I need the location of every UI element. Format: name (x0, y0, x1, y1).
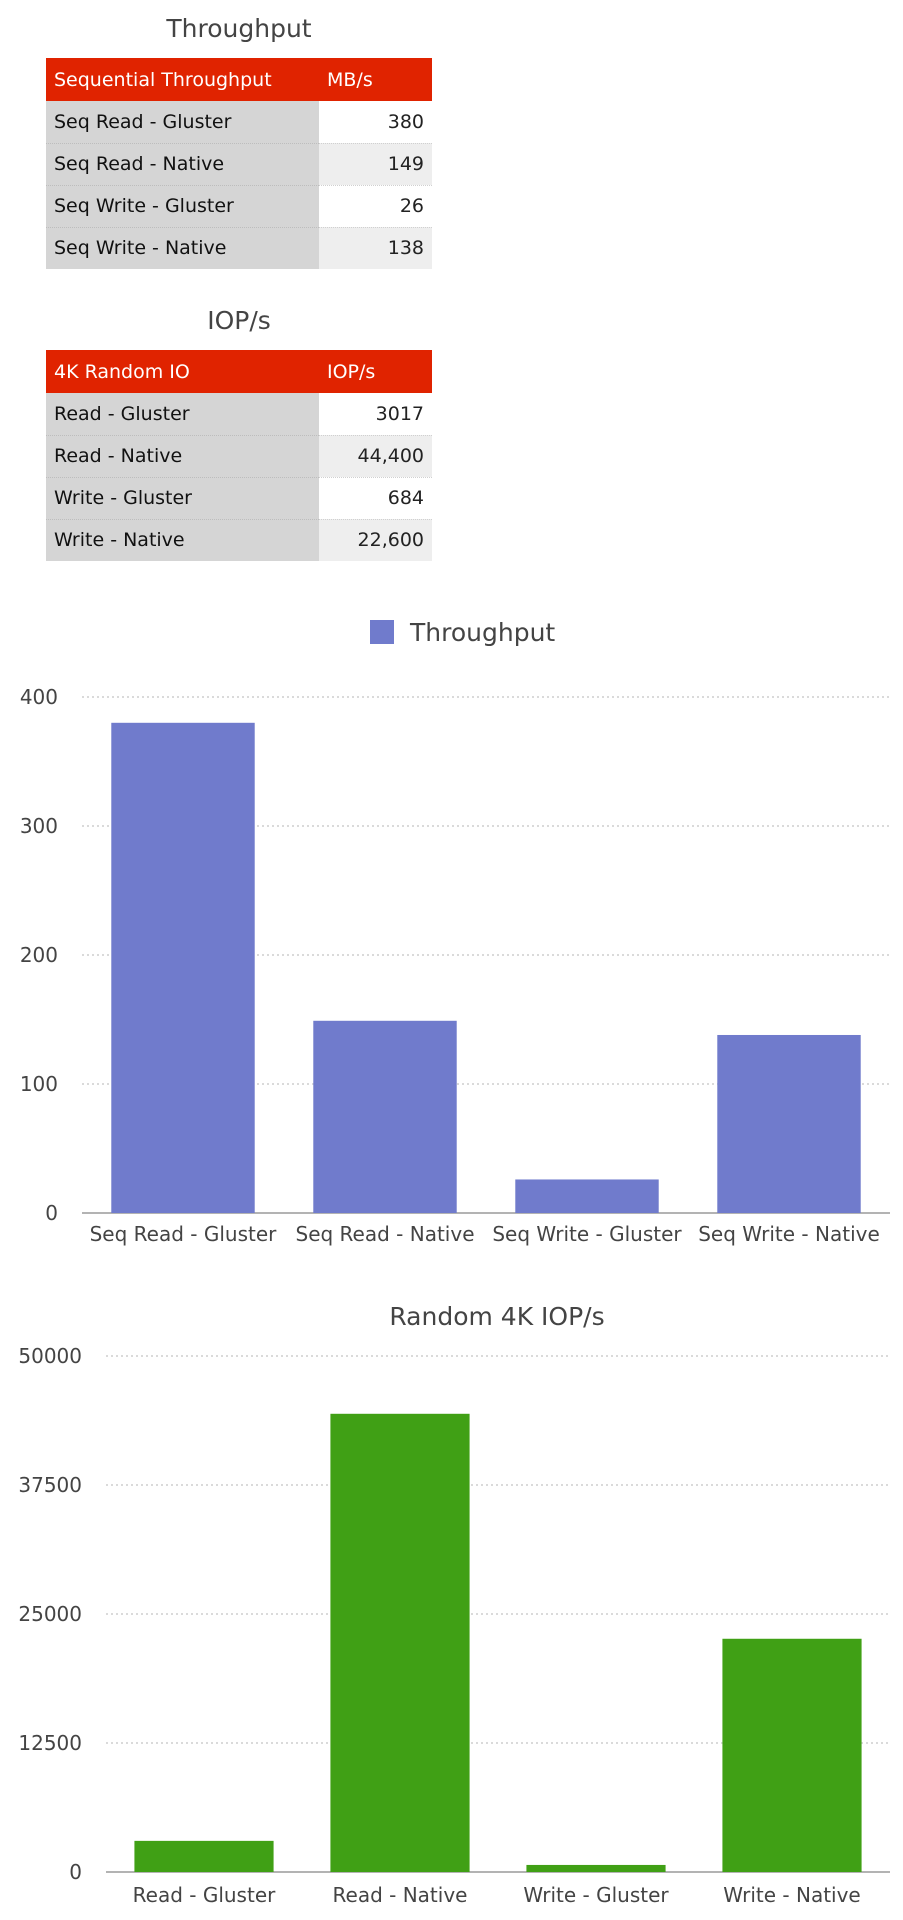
table-row: Seq Read - Native 149 (46, 143, 432, 186)
x-category-label: Seq Write - Gluster (492, 1222, 682, 1246)
row-label: Write - Gluster (46, 477, 319, 520)
y-tick-label: 0 (69, 1860, 82, 1884)
table-row: Write - Native 22,600 (46, 519, 432, 561)
table-header-row: 4K Random IO IOP/s (46, 350, 432, 393)
x-category-label: Seq Write - Native (698, 1222, 880, 1246)
y-tick-label: 200 (20, 943, 58, 967)
table-row: Seq Write - Native 138 (46, 227, 432, 269)
legend-label: Throughput (409, 618, 555, 647)
bar (313, 1020, 457, 1213)
y-tick-label: 50000 (18, 1344, 82, 1368)
row-value: 380 (319, 101, 432, 144)
table-row: Write - Gluster 684 (46, 477, 432, 520)
iops-table-title: IOP/s (207, 306, 271, 335)
table-header-row: Sequential Throughput MB/s (46, 58, 432, 101)
row-label: Read - Native (46, 435, 319, 478)
legend-swatch (370, 620, 394, 644)
chart-title: Random 4K IOP/s (389, 1302, 604, 1331)
bar (515, 1179, 659, 1213)
x-category-label: Read - Native (333, 1883, 468, 1907)
y-tick-label: 37500 (18, 1473, 82, 1497)
row-value: 149 (319, 143, 432, 186)
bar (134, 1840, 274, 1872)
table-row: Read - Gluster 3017 (46, 393, 432, 436)
row-value: 22,600 (319, 519, 432, 561)
row-value: 138 (319, 227, 432, 269)
iops-table: 4K Random IO IOP/s Read - Gluster 3017 R… (46, 350, 432, 561)
row-label: Seq Write - Native (46, 227, 319, 269)
throughput-bar-chart: Throughput 0 100 200 300 400 Seq Read - Gluste… (20, 618, 890, 1246)
y-tick-label: 0 (45, 1201, 58, 1225)
y-tick-label: 25000 (18, 1602, 82, 1626)
x-category-label: Read - Gluster (133, 1883, 276, 1907)
table-row: Read - Native 44,400 (46, 435, 432, 478)
bar (111, 722, 255, 1213)
row-value: 26 (319, 185, 432, 228)
bar (722, 1638, 862, 1872)
x-category-label: Write - Native (723, 1883, 861, 1907)
row-value: 684 (319, 477, 432, 520)
table-row: Seq Read - Gluster 380 (46, 101, 432, 144)
bar (717, 1034, 861, 1213)
y-tick-label: 12500 (18, 1731, 82, 1755)
table-row: Seq Write - Gluster 26 (46, 185, 432, 228)
row-value: 3017 (319, 393, 432, 436)
x-category-label: Seq Read - Gluster (90, 1222, 278, 1246)
iops-bar-chart: Random 4K IOP/s 0 12500 25000 37500 50000 Read… (18, 1302, 890, 1907)
row-label: Read - Gluster (46, 393, 319, 436)
bar (330, 1413, 470, 1872)
y-tick-label: 400 (20, 685, 58, 709)
bar (526, 1864, 666, 1872)
row-label: Write - Native (46, 519, 319, 561)
row-label: Seq Write - Gluster (46, 185, 319, 228)
throughput-table: Sequential Throughput MB/s Seq Read - Gl… (46, 58, 432, 269)
column-header: 4K Random IO (46, 350, 319, 393)
row-value: 44,400 (319, 435, 432, 478)
x-category-label: Write - Gluster (523, 1883, 669, 1907)
x-category-label: Seq Read - Native (296, 1222, 475, 1246)
column-header: IOP/s (319, 350, 432, 393)
row-label: Seq Read - Gluster (46, 101, 319, 144)
column-header: Sequential Throughput (46, 58, 319, 101)
y-tick-label: 100 (20, 1072, 58, 1096)
y-tick-label: 300 (20, 814, 58, 838)
column-header: MB/s (319, 58, 432, 101)
throughput-table-title: Throughput (166, 14, 312, 43)
row-label: Seq Read - Native (46, 143, 319, 186)
